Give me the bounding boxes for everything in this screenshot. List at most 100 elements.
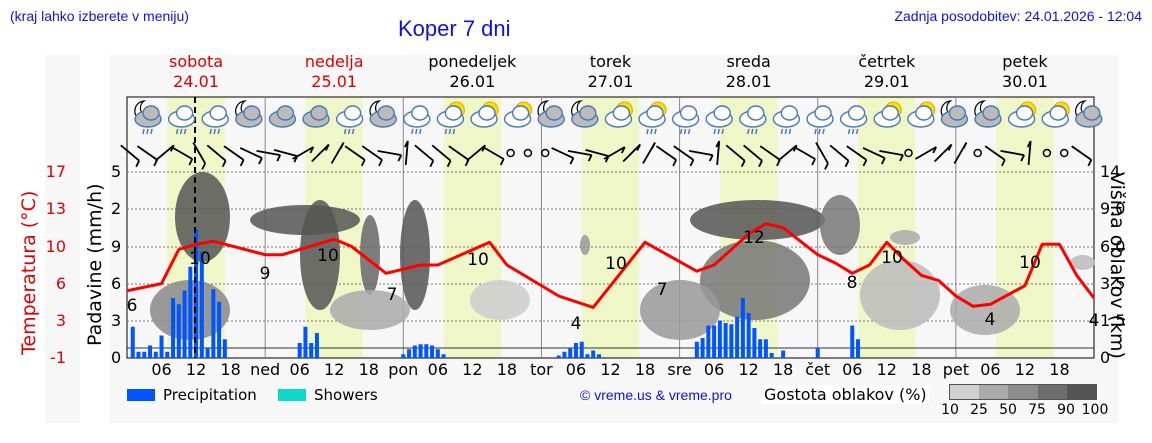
precip-bar bbox=[142, 351, 147, 358]
wind-barb-icon bbox=[448, 145, 470, 167]
cloud-icon bbox=[302, 105, 330, 128]
precip-bar bbox=[735, 316, 740, 358]
wind-barb-icon bbox=[361, 145, 383, 167]
precip-bar bbox=[130, 326, 135, 358]
wind-barb-icon bbox=[914, 146, 937, 160]
precip-bar bbox=[815, 348, 820, 358]
density-tick: 100 bbox=[1081, 402, 1109, 418]
cloud-rain-icon bbox=[671, 105, 700, 135]
temp-annotation: 10 bbox=[605, 254, 627, 274]
daylight-band bbox=[581, 97, 640, 358]
precip-bar bbox=[153, 351, 158, 358]
legend-showers: Showers bbox=[278, 386, 378, 404]
day-name: ponedeljek bbox=[428, 52, 517, 71]
copyright-link[interactable]: © vreme.us & vreme.pro bbox=[580, 387, 732, 403]
wind-barb-icon bbox=[793, 146, 816, 166]
wind-barb-icon bbox=[904, 148, 913, 158]
cloud-icon bbox=[268, 105, 297, 128]
precip-tick: 5 bbox=[111, 162, 122, 181]
wind-barb-icon bbox=[1042, 148, 1052, 158]
wind-barb-icon bbox=[933, 143, 953, 163]
page-title: Koper 7 dni bbox=[398, 16, 511, 41]
day-date: 28.01 bbox=[725, 72, 772, 91]
day-date: 24.01 bbox=[173, 72, 219, 91]
wind-barb-icon bbox=[239, 147, 263, 165]
cloud-rain-icon bbox=[403, 105, 431, 135]
day-header-4: sreda 28.01 bbox=[684, 52, 814, 92]
precip-bar bbox=[706, 325, 711, 358]
wind-barb-icon bbox=[603, 146, 626, 160]
x-tick: 18 bbox=[496, 360, 518, 379]
x-tick: 12 bbox=[462, 360, 483, 379]
precip-bar bbox=[717, 320, 722, 358]
precip-bar bbox=[211, 289, 216, 358]
wind-barb-icon bbox=[743, 144, 763, 168]
temp-annotation: 10 bbox=[1019, 253, 1041, 273]
left-axis-panel bbox=[45, 55, 80, 423]
cloud-height-tick: 3.5 bbox=[1100, 274, 1126, 293]
temp-tick: 3 bbox=[55, 311, 66, 330]
precip-bar bbox=[222, 339, 227, 358]
day-date: 27.01 bbox=[587, 72, 634, 91]
precip-bar bbox=[194, 229, 199, 358]
cloud-density-scale bbox=[949, 384, 1097, 400]
day-name: petek bbox=[1002, 52, 1048, 71]
sun-cloud-icon bbox=[470, 101, 499, 128]
x-tick: pon bbox=[388, 360, 419, 379]
wind-barb-icon bbox=[879, 150, 904, 162]
day-date: 29.01 bbox=[863, 72, 910, 91]
temp-annotation: 8 bbox=[847, 273, 858, 293]
cloud-density-area bbox=[360, 215, 380, 295]
density-tick: 90 bbox=[1057, 402, 1075, 418]
precip-bar bbox=[165, 351, 170, 358]
wind-barb-icon bbox=[292, 146, 315, 160]
wind-barb-icon bbox=[715, 140, 721, 166]
precip-bar bbox=[712, 325, 717, 358]
temp-annotation: 7 bbox=[657, 280, 668, 300]
temp-tick: 6 bbox=[55, 274, 66, 293]
precip-bar bbox=[441, 354, 446, 358]
wind-barb-icon bbox=[622, 143, 641, 163]
temp-annotation: 10 bbox=[189, 249, 211, 269]
precip-tick: 9 bbox=[111, 237, 122, 256]
precip-bar bbox=[729, 324, 734, 358]
wind-barb-icon bbox=[829, 144, 850, 168]
precip-bar bbox=[591, 350, 596, 358]
wind-barb-icon bbox=[725, 144, 746, 168]
wind-barb-icon bbox=[344, 145, 366, 167]
x-tick: pet bbox=[942, 360, 969, 379]
cloud-height-tick: 14 bbox=[1100, 162, 1121, 181]
precip-bar bbox=[205, 348, 210, 358]
x-tick: 06 bbox=[151, 360, 172, 379]
x-tick: sre bbox=[667, 360, 692, 379]
cloud-density-area bbox=[890, 230, 920, 245]
region-hint[interactable]: (kraj lahko izberete v meniju) bbox=[10, 8, 189, 24]
precip-bar bbox=[182, 290, 187, 358]
x-tick: 18 bbox=[220, 360, 241, 379]
precip-bar bbox=[763, 339, 768, 358]
x-tick: 06 bbox=[289, 360, 310, 379]
cloud-rain-icon bbox=[705, 105, 733, 135]
wind-barb-icon bbox=[223, 145, 245, 167]
cloud-density-area bbox=[300, 200, 340, 310]
sun-cloud-icon bbox=[873, 101, 902, 128]
cloud-density-area bbox=[690, 200, 825, 240]
day-header-6: petek 30.01 bbox=[960, 52, 1090, 92]
x-tick: 12 bbox=[876, 360, 897, 379]
cloud-height-tick: 1.5 bbox=[1100, 311, 1126, 330]
precip-tick: 0 bbox=[111, 348, 122, 367]
cloud-density-area bbox=[580, 235, 590, 255]
cloud-density-area bbox=[1070, 255, 1095, 270]
moon-cloud-icon bbox=[571, 100, 599, 128]
precip-bar bbox=[148, 345, 153, 358]
wind-barb-icon bbox=[540, 148, 550, 158]
precip-bar bbox=[769, 353, 774, 358]
x-tick: 06 bbox=[427, 360, 448, 379]
moon-cloud-rain-icon bbox=[134, 100, 162, 135]
x-tick: 06 bbox=[565, 360, 587, 379]
wind-barb-icon bbox=[311, 143, 330, 163]
precip-bar bbox=[418, 344, 423, 358]
wind-barb-icon bbox=[688, 150, 714, 162]
wind-barb-icon bbox=[171, 146, 194, 166]
